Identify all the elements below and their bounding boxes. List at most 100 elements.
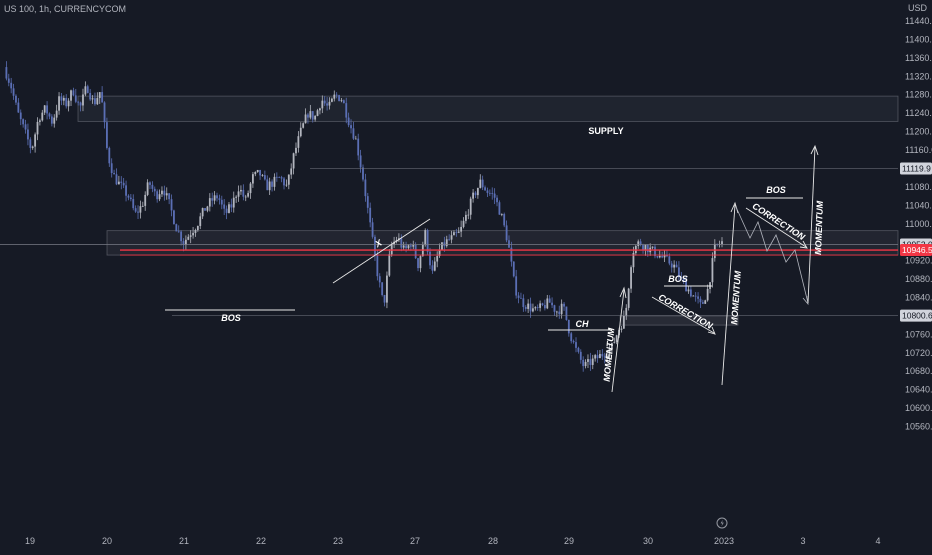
candle-body <box>156 191 159 200</box>
y-tick-label: 10560.0 <box>905 422 932 432</box>
candle-body <box>400 238 403 248</box>
correction-1-arrowhead <box>707 326 716 335</box>
candle-body <box>347 117 350 126</box>
candle-body <box>247 193 250 197</box>
candle-body <box>192 232 194 236</box>
candle-body <box>357 138 360 156</box>
candle-body <box>77 101 80 103</box>
candle-body <box>658 255 661 258</box>
candle-body <box>436 255 439 262</box>
candle-body <box>412 244 415 247</box>
candle-body <box>283 178 285 186</box>
candle-body <box>536 307 539 308</box>
candle-body <box>512 261 515 277</box>
y-tick-label: 11360.0 <box>905 53 932 63</box>
candle-body <box>173 210 175 225</box>
candle-body <box>558 311 561 315</box>
candle-body <box>563 303 565 307</box>
candle-body <box>146 182 149 195</box>
candle-body <box>220 199 223 205</box>
y-tick-label: 10920.0 <box>905 256 932 266</box>
candle-body <box>268 181 271 191</box>
candle-body <box>670 263 673 268</box>
y-tick-label: 11240.0 <box>905 108 932 118</box>
candle-body <box>168 193 171 200</box>
candle-body <box>371 222 374 237</box>
candle-body <box>520 297 522 299</box>
candle-body <box>38 120 41 122</box>
candle-body <box>321 100 324 109</box>
candle-body <box>36 121 39 135</box>
y-tick-label: 11280.0 <box>905 90 932 100</box>
candle-body <box>637 241 640 247</box>
candle-body <box>591 358 594 365</box>
candle-body <box>596 355 599 359</box>
momentum-3-line <box>807 146 816 304</box>
candle-body <box>151 184 154 189</box>
candle-body <box>101 92 104 103</box>
price-tag <box>900 244 932 257</box>
candle-body <box>680 277 683 279</box>
candle-body <box>651 246 654 248</box>
price-axis[interactable]: 11440.0 11400.0 11360.0 11320.0 11280.0 11240… <box>900 3 932 432</box>
candle-body <box>82 94 84 106</box>
candle-body <box>510 247 513 262</box>
candle-body <box>498 202 501 215</box>
x-label: X <box>373 237 385 250</box>
candle-body <box>577 347 580 352</box>
candle-body <box>129 197 132 200</box>
candle-body <box>27 129 29 140</box>
candle-body <box>19 112 22 120</box>
candle-body <box>551 302 553 306</box>
candle-body <box>213 195 216 201</box>
candle-body <box>297 136 300 148</box>
candle-body <box>622 315 625 329</box>
candle-body <box>86 86 89 93</box>
candle-body <box>476 187 479 196</box>
candle-body <box>608 349 611 357</box>
candle-body <box>376 255 379 277</box>
candle-body <box>58 96 60 111</box>
candle-body <box>532 308 534 312</box>
candle-body <box>280 177 283 179</box>
projection-zigzag <box>735 206 809 304</box>
candle-body <box>275 176 278 178</box>
candle-body <box>656 256 659 258</box>
candle-body <box>493 193 496 198</box>
candle-body <box>419 256 422 269</box>
candle-body <box>462 220 465 227</box>
candle-body <box>65 97 68 107</box>
supply-label: SUPPLY <box>588 126 623 136</box>
candle-body <box>721 241 723 245</box>
candle-body <box>599 353 601 359</box>
candle-body <box>240 189 242 192</box>
price-tag <box>900 162 932 175</box>
candle-body <box>697 296 699 299</box>
y-tick-label: 11400.0 <box>905 34 932 44</box>
time-axis[interactable]: 19 20 21 22 23 27 28 29 30 2023 3 4 <box>25 517 881 546</box>
y-tick-label: 10760.0 <box>905 329 932 339</box>
candle-body <box>673 264 676 268</box>
y-tick-label: 11160.0 <box>905 145 932 155</box>
candle-body <box>706 288 709 301</box>
candle-body <box>120 181 123 183</box>
candle-body <box>170 199 173 211</box>
momentum-1-label: MOMENTUM <box>602 327 617 382</box>
y-tick-label: 10880.0 <box>905 274 932 284</box>
candle-body <box>606 356 609 358</box>
candle-body <box>627 288 630 308</box>
candle-body <box>84 86 87 95</box>
x-tick-label: 29 <box>564 536 574 546</box>
candle-body <box>407 245 410 249</box>
candle-body <box>134 208 137 212</box>
candle-body <box>290 168 293 175</box>
candle-body <box>263 175 266 180</box>
candle-body <box>579 351 582 360</box>
candle-body <box>55 110 58 118</box>
candle-body <box>218 198 221 200</box>
candle-body <box>110 163 113 173</box>
x-tick-label: 21 <box>179 536 189 546</box>
candle-body <box>567 319 570 334</box>
